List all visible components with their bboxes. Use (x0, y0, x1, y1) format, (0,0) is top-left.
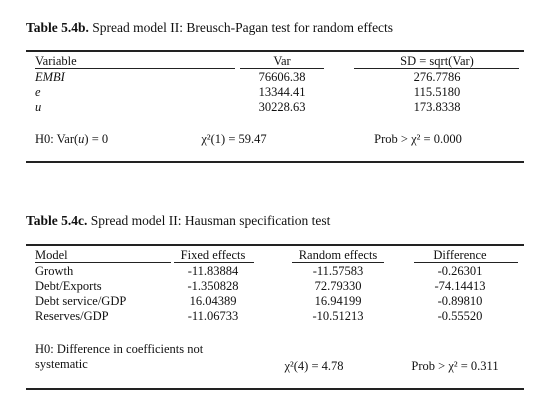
table-b-title: Spread model II: Breusch-Pagan test for … (92, 20, 394, 35)
table-c-row-fixed: -11.83884 (187, 264, 239, 278)
table-b-h0: H0: Var(u) = 0 (35, 132, 108, 146)
table-b-h0-suffix: ) = 0 (84, 132, 109, 146)
table-c-chi-stat: χ²(4) = 4.78 (284, 359, 344, 373)
table-c-row-fixed: -1.350828 (187, 279, 239, 293)
table-c-caption: Table 5.4c. Spread model II: Hausman spe… (26, 213, 330, 229)
table-c-header-random: Random effects (298, 248, 378, 262)
table-c-h0-line2: systematic (35, 357, 88, 371)
table-b-row-sd: 115.5180 (413, 85, 461, 99)
table-b-caption: Table 5.4b. Spread model II: Breusch-Pag… (26, 20, 393, 36)
table-b-h0-prefix: H0: Var( (35, 132, 79, 146)
table-c-row-diff: -0.89810 (437, 294, 483, 308)
table-b-header-var: Var (273, 54, 291, 68)
table-b-row-name: EMBI (35, 70, 65, 84)
table-c-row-name: Debt/Exports (35, 279, 102, 293)
table-c-row-random: -10.51213 (312, 309, 364, 323)
table-c-bottom-rule (26, 388, 524, 390)
table-b-h0-var: u (78, 132, 85, 146)
table-c-row-fixed: 16.04389 (189, 294, 237, 308)
table-c-row-random: 16.94199 (314, 294, 362, 308)
table-c-top-rule (26, 244, 524, 246)
table-c-row-name: Debt service/GDP (35, 294, 127, 308)
table-b-row-name: e (35, 85, 41, 99)
table-c-number: Table 5.4c. (26, 213, 88, 228)
table-b-header-rule-1 (35, 68, 235, 69)
table-c-header-rule-2 (174, 262, 254, 263)
table-c-header-rule-3 (292, 262, 384, 263)
table-c-header-fixed: Fixed effects (180, 248, 246, 262)
table-b-row-sd: 173.8338 (413, 100, 461, 114)
table-c-row-diff: -0.26301 (437, 264, 483, 278)
table-c-row-fixed: -11.06733 (187, 309, 239, 323)
table-c-title: Spread model II: Hausman specification t… (90, 213, 331, 228)
table-b-chi-stat: χ²(1) = 59.47 (201, 132, 267, 146)
table-b-header-rule-2 (240, 68, 324, 69)
table-c-row-name: Growth (35, 264, 74, 278)
table-c-header-model: Model (35, 248, 68, 262)
table-c-prob: Prob > χ² = 0.311 (411, 359, 499, 373)
table-b-number: Table 5.4b. (26, 20, 89, 35)
table-b-row-sd: 276.7786 (413, 70, 461, 84)
table-c-row-diff: -0.55520 (437, 309, 483, 323)
table-c-row-random: -11.57583 (312, 264, 364, 278)
table-c-row-random: 72.79330 (314, 279, 362, 293)
table-c-h0-line1: H0: Difference in coefficients not (35, 342, 204, 356)
table-b-row-var: 13344.41 (258, 85, 306, 99)
table-c-row-diff: -74.14413 (434, 279, 486, 293)
table-b-prob: Prob > χ² = 0.000 (374, 132, 462, 146)
table-b-top-rule (26, 50, 524, 52)
table-c-header-rule-4 (414, 262, 518, 263)
table-b-row-name: u (35, 100, 42, 114)
table-b-row-var: 30228.63 (258, 100, 306, 114)
table-c-header-rule-1 (35, 262, 171, 263)
table-c-row-name: Reserves/GDP (35, 309, 109, 323)
table-b-bottom-rule (26, 161, 524, 163)
table-b-header-variable: Variable (35, 54, 77, 68)
table-b-row-var: 76606.38 (258, 70, 306, 84)
table-b-header-rule-3 (354, 68, 519, 69)
table-c-header-diff: Difference (433, 248, 487, 262)
table-b-header-sd: SD = sqrt(Var) (400, 54, 474, 68)
